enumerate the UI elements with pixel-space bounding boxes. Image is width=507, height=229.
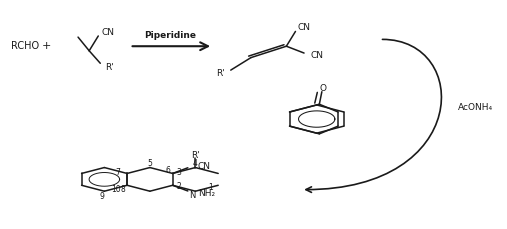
Text: Piperidine: Piperidine xyxy=(144,31,196,41)
Text: N: N xyxy=(190,191,196,200)
Text: 2: 2 xyxy=(176,182,182,191)
Text: R': R' xyxy=(191,150,200,160)
Text: CN: CN xyxy=(198,162,211,171)
Text: 4: 4 xyxy=(193,158,198,168)
Text: +: + xyxy=(42,41,51,51)
Text: 7: 7 xyxy=(116,168,121,177)
Text: 6: 6 xyxy=(166,166,170,175)
Text: 9: 9 xyxy=(99,192,104,201)
Text: 5: 5 xyxy=(148,159,152,168)
Text: CN: CN xyxy=(298,23,311,32)
Text: RCHO: RCHO xyxy=(11,41,39,51)
Text: R': R' xyxy=(216,69,225,79)
Text: CN: CN xyxy=(311,51,323,60)
Text: 8: 8 xyxy=(120,185,125,194)
Text: AcONH₄: AcONH₄ xyxy=(458,103,493,112)
Text: NH₂: NH₂ xyxy=(198,189,215,198)
Text: R': R' xyxy=(105,63,114,72)
Text: 10: 10 xyxy=(111,185,121,194)
FancyArrowPatch shape xyxy=(306,39,442,192)
Text: 3: 3 xyxy=(176,168,182,177)
Text: O: O xyxy=(320,84,327,93)
Text: CN: CN xyxy=(102,28,115,37)
Text: 1: 1 xyxy=(208,183,213,192)
